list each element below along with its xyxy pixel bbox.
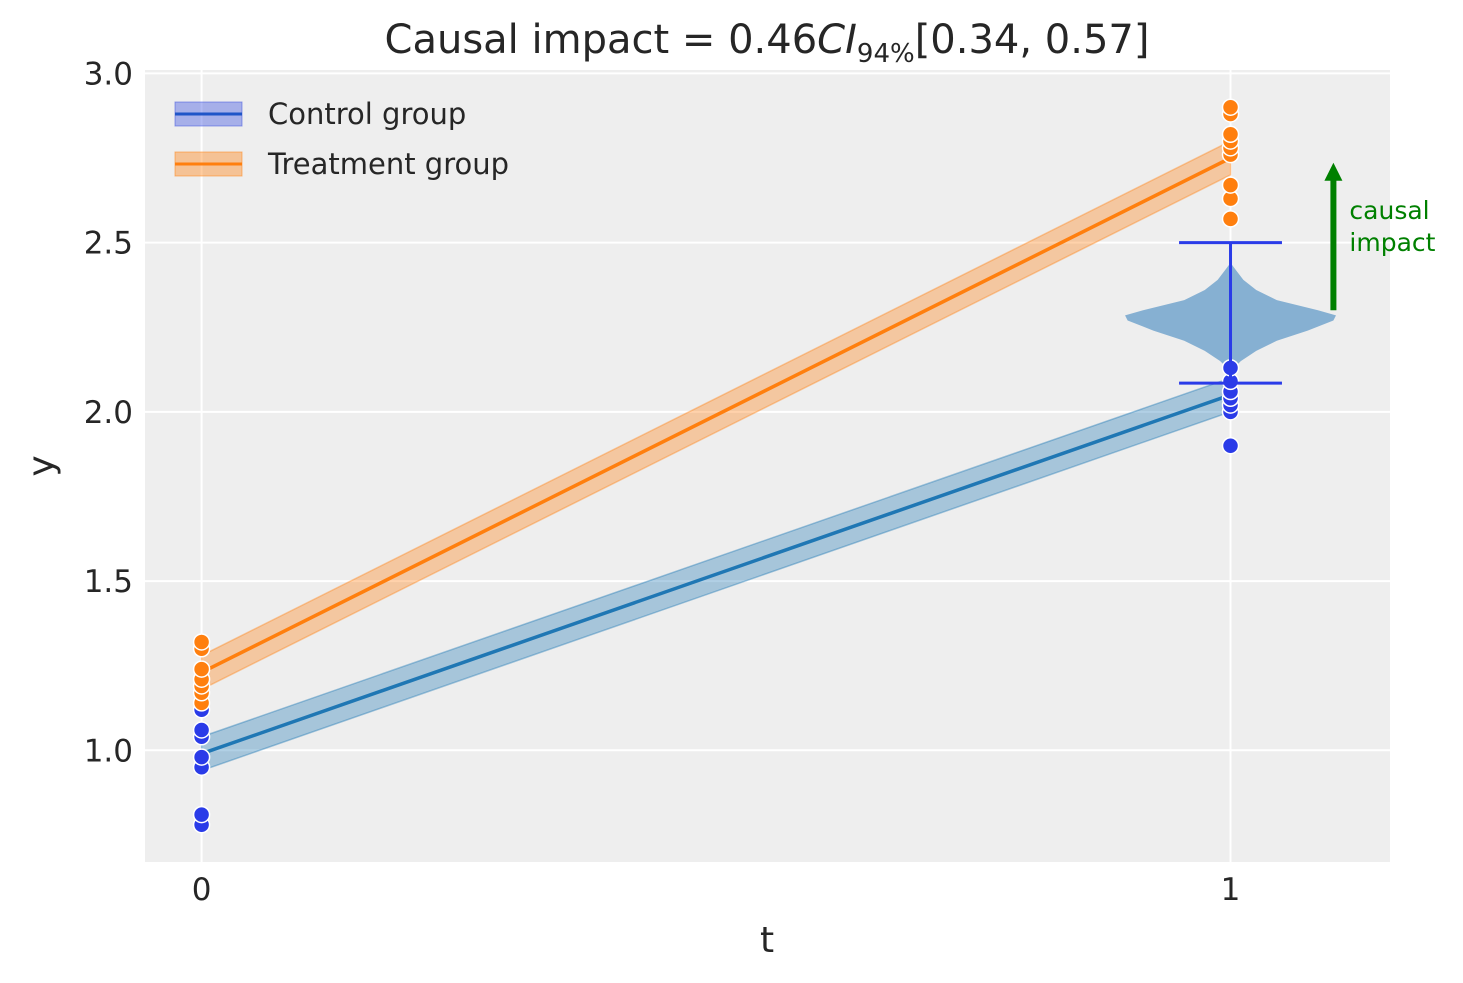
- legend-entry-control: Control group: [174, 97, 466, 131]
- treatment-line: [200, 156, 1232, 675]
- title-ci-interval: [0.34, 0.57]: [915, 17, 1150, 63]
- y-tick-label: 3.0: [84, 56, 133, 92]
- treatment-point: [192, 660, 211, 678]
- chart-title: Causal impact = 0.46CI94%[0.34, 0.57]: [385, 17, 1150, 69]
- title-ci-symbol: CI: [817, 17, 857, 63]
- treatment-point: [1221, 98, 1240, 116]
- control-point: [192, 748, 211, 766]
- y-axis-title: y: [21, 455, 62, 476]
- control-line: [201, 393, 1232, 756]
- fit-lines: [200, 156, 1232, 756]
- control-point: [192, 805, 211, 824]
- plot-background: [145, 70, 1390, 862]
- treatment-point: [1221, 125, 1240, 144]
- treatment-point: [192, 633, 211, 651]
- x-tick-label: 1: [1221, 872, 1241, 908]
- causal-impact-arrow: causal impact: [1324, 162, 1436, 311]
- y-tick-label: 1.5: [84, 564, 133, 600]
- title-prefix: Causal impact = 0.46: [385, 17, 818, 63]
- treatment-point: [1221, 210, 1240, 228]
- y-tick-label: 1.0: [84, 733, 133, 769]
- grid-lines: [145, 70, 1390, 862]
- y-tick-label: 2.0: [84, 395, 133, 431]
- treatment-point: [1221, 176, 1240, 194]
- control-point: [1221, 436, 1240, 455]
- control-point: [192, 721, 211, 739]
- arrow-head: [1324, 162, 1343, 181]
- annotation-label-line2: impact: [1349, 228, 1435, 257]
- title-ci-subscript: 94%: [857, 39, 915, 69]
- x-axis-title: t: [760, 920, 774, 961]
- annotation-label-line1: causal: [1349, 196, 1429, 225]
- legend-label-control: Control group: [268, 97, 466, 131]
- legend-entry-treatment: Treatment group: [174, 147, 509, 181]
- legend: Control group Treatment group: [174, 97, 509, 181]
- tick-labels: 1.0 1.5 2.0 2.5 3.0 0 1: [84, 56, 1241, 908]
- legend-label-treatment: Treatment group: [267, 147, 509, 181]
- y-tick-label: 2.5: [84, 226, 133, 262]
- x-tick-label: 0: [192, 872, 212, 908]
- data-points: [192, 98, 1240, 834]
- counterfactual-errorbar: [1179, 241, 1282, 385]
